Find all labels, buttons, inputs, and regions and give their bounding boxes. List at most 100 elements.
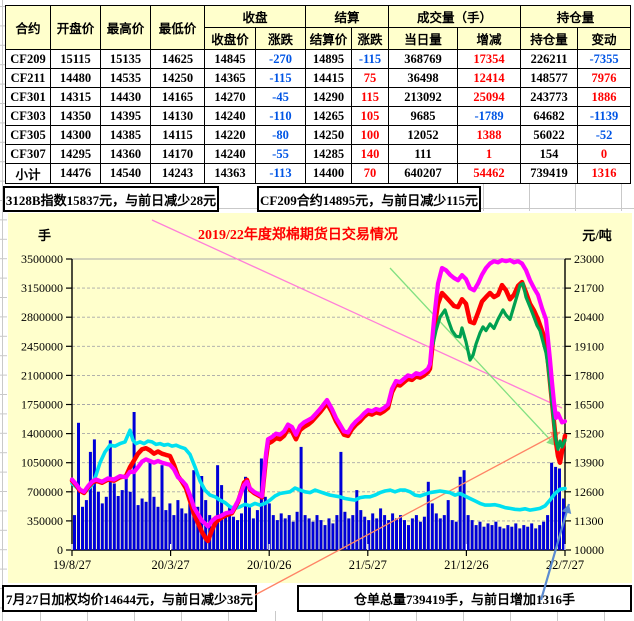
sub-header-4: 当日量: [388, 27, 459, 50]
quote-cell[interactable]: 0: [577, 144, 632, 164]
quote-cell[interactable]: 64682: [520, 106, 579, 126]
quote-cell[interactable]: 14240: [204, 144, 256, 164]
quote-cell[interactable]: 14845: [204, 49, 256, 69]
quote-cell[interactable]: 1886: [577, 87, 632, 107]
quote-cell[interactable]: 14295: [50, 144, 101, 164]
quote-cell[interactable]: 54462: [457, 163, 522, 184]
quote-cell[interactable]: -110: [254, 106, 307, 126]
futures-quote-table: 合约 开盘价 最高价 最低价 收盘 结算 成交量（手） 持仓量 收盘价 涨跌 结算价 涨跌 当日量 增减持…: [5, 5, 632, 184]
quote-cell[interactable]: -1789: [457, 106, 522, 126]
quote-cell[interactable]: -7355: [577, 49, 632, 69]
quote-cell[interactable]: 105: [351, 106, 390, 126]
quote-cell[interactable]: 213092: [388, 87, 459, 107]
quote-cell[interactable]: 7976: [577, 68, 632, 88]
quote-cell[interactable]: 243773: [520, 87, 579, 107]
quote-cell[interactable]: 1316: [577, 163, 632, 184]
quote-cell[interactable]: 14243: [150, 163, 205, 184]
quote-cell[interactable]: 14315: [50, 87, 101, 107]
quote-cell[interactable]: 15115: [50, 49, 101, 69]
quote-cell[interactable]: 14250: [150, 68, 205, 88]
quote-cell[interactable]: CF209: [5, 49, 51, 69]
quote-cell[interactable]: CF307: [5, 144, 51, 164]
quote-cell[interactable]: 14385: [100, 125, 151, 145]
quote-cell[interactable]: 14270: [204, 87, 256, 107]
quote-cell[interactable]: 14170: [150, 144, 205, 164]
quote-cell[interactable]: 14625: [150, 49, 205, 69]
sub-header-6: 持仓量: [520, 27, 579, 50]
quote-cell[interactable]: 14130: [150, 106, 205, 126]
quote-cell[interactable]: 36498: [388, 68, 459, 88]
quote-cell[interactable]: -113: [254, 163, 307, 184]
quote-cell[interactable]: 14476: [50, 163, 101, 184]
sub-header-5: 增减: [457, 27, 522, 50]
quote-cell[interactable]: 14265: [305, 106, 353, 126]
quote-cell[interactable]: 14430: [100, 87, 151, 107]
quote-cell[interactable]: -115: [254, 68, 307, 88]
quote-cell[interactable]: -55: [254, 144, 307, 164]
quote-cell[interactable]: 115: [351, 87, 390, 107]
quote-cell[interactable]: 14395: [100, 106, 151, 126]
quote-cell[interactable]: -52: [577, 125, 632, 145]
index-note-cell[interactable]: 3128B指数15837元，与前日减少28元: [3, 186, 219, 212]
sub-header-1: 涨跌: [254, 27, 307, 50]
quote-cell[interactable]: 14415: [305, 68, 353, 88]
quote-cell[interactable]: -1139: [577, 106, 632, 126]
weighted-avg-note-cell[interactable]: 7月27日加权均价14644元，与前日减少38元: [2, 585, 257, 612]
quote-cell[interactable]: CF303: [5, 106, 51, 126]
col-header-2: 最高价: [100, 5, 151, 50]
quote-cell[interactable]: 368769: [388, 49, 459, 69]
quote-row: CF301 14315 14430 14165 14270 -45 14290 115 2130…: [5, 87, 632, 107]
quote-cell[interactable]: 14350: [50, 106, 101, 126]
quote-cell[interactable]: 226211: [520, 49, 579, 69]
quote-cell[interactable]: 640207: [388, 163, 459, 184]
quote-cell[interactable]: 9685: [388, 106, 459, 126]
quote-row: 小计 14476 14540 14243 14363 -113 14400 70 640207 5…: [5, 163, 632, 184]
quote-cell[interactable]: 14240: [204, 106, 256, 126]
quote-cell[interactable]: 14400: [305, 163, 353, 184]
quote-cell[interactable]: 70: [351, 163, 390, 184]
quote-cell[interactable]: 148577: [520, 68, 579, 88]
quote-cell[interactable]: 小计: [5, 163, 51, 184]
quote-cell[interactable]: 14220: [204, 125, 256, 145]
quote-cell[interactable]: 25094: [457, 87, 522, 107]
quote-cell[interactable]: CF305: [5, 125, 51, 145]
quote-cell[interactable]: 56022: [520, 125, 579, 145]
quote-cell[interactable]: CF211: [5, 68, 51, 88]
quote-cell[interactable]: 14250: [305, 125, 353, 145]
quote-cell[interactable]: 12414: [457, 68, 522, 88]
quote-row: CF303 14350 14395 14130 14240 -110 14265 105 968…: [5, 106, 632, 126]
quote-cell[interactable]: CF301: [5, 87, 51, 107]
quote-cell[interactable]: 17354: [457, 49, 522, 69]
warehouse-receipt-note-cell[interactable]: 仓单总量739419手，与前日增加1316手: [297, 585, 632, 612]
quote-cell[interactable]: 14480: [50, 68, 101, 88]
quote-cell[interactable]: 14895: [305, 49, 353, 69]
quote-cell[interactable]: 14365: [204, 68, 256, 88]
quote-cell[interactable]: 100: [351, 125, 390, 145]
quote-cell[interactable]: 1388: [457, 125, 522, 145]
quote-cell[interactable]: 14115: [150, 125, 205, 145]
quote-cell[interactable]: 14540: [100, 163, 151, 184]
quote-cell[interactable]: 75: [351, 68, 390, 88]
col-header-1: 开盘价: [50, 5, 101, 50]
quote-cell[interactable]: 111: [388, 144, 459, 164]
quote-cell[interactable]: 14363: [204, 163, 256, 184]
cf209-note-cell[interactable]: CF209合约14895元，与前日减少115元: [257, 186, 481, 212]
quote-cell[interactable]: 1: [457, 144, 522, 164]
quote-cell[interactable]: 15135: [100, 49, 151, 69]
quote-cell[interactable]: 14300: [50, 125, 101, 145]
quote-cell[interactable]: 739419: [520, 163, 579, 184]
quote-cell[interactable]: 140: [351, 144, 390, 164]
quote-cell[interactable]: 14285: [305, 144, 353, 164]
quote-cell[interactable]: 14165: [150, 87, 205, 107]
quote-cell[interactable]: -270: [254, 49, 307, 69]
quote-cell[interactable]: 154: [520, 144, 579, 164]
quote-cell[interactable]: 14535: [100, 68, 151, 88]
quote-cell[interactable]: 12052: [388, 125, 459, 145]
quote-cell[interactable]: 14360: [100, 144, 151, 164]
quote-cell[interactable]: -45: [254, 87, 307, 107]
quote-cell[interactable]: 14290: [305, 87, 353, 107]
quote-row: CF211 14480 14535 14250 14365 -115 14415 75 3649…: [5, 68, 632, 88]
quote-cell[interactable]: -80: [254, 125, 307, 145]
quote-cell[interactable]: -115: [351, 49, 390, 69]
